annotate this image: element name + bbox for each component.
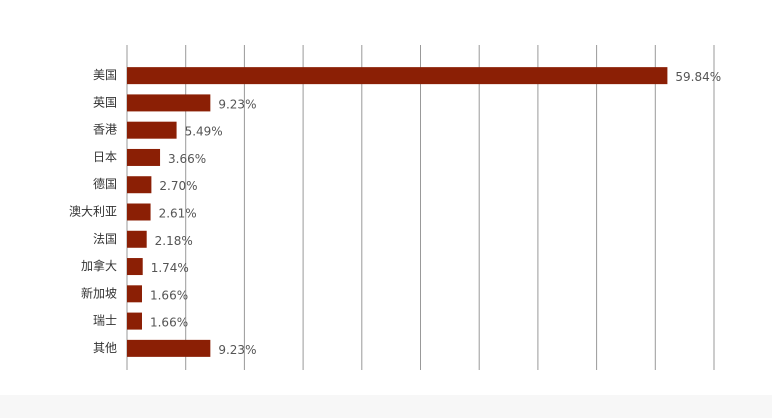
value-label: 1.66% xyxy=(150,288,188,302)
value-label: 1.74% xyxy=(151,261,189,275)
bar xyxy=(127,258,143,276)
bar xyxy=(127,121,177,139)
value-label: 1.66% xyxy=(150,316,188,330)
value-label: 3.66% xyxy=(168,152,206,166)
value-label: 59.84% xyxy=(675,70,721,84)
bar xyxy=(127,148,161,166)
y-tick-label: 美国 xyxy=(93,68,117,82)
y-tick-label: 香港 xyxy=(93,123,117,137)
y-tick-label: 日本 xyxy=(93,150,117,164)
bar xyxy=(127,285,142,303)
bar xyxy=(127,312,142,330)
y-tick-label: 加拿大 xyxy=(81,258,117,273)
value-label: 2.70% xyxy=(159,179,197,193)
bar xyxy=(127,339,211,357)
y-tick-label: 德国 xyxy=(93,176,117,191)
y-tick-label: 澳大利亚 xyxy=(69,205,117,219)
value-label: 5.49% xyxy=(185,125,223,139)
y-tick-label: 新加坡 xyxy=(81,285,117,300)
background xyxy=(0,0,772,395)
bar xyxy=(127,94,211,112)
bar xyxy=(127,230,147,248)
footer-band xyxy=(0,395,772,418)
y-tick-label: 法国 xyxy=(93,232,117,246)
y-tick-label: 其他 xyxy=(93,341,117,355)
bar xyxy=(127,176,152,194)
value-label: 2.18% xyxy=(155,234,193,248)
value-label: 9.23% xyxy=(218,97,256,111)
y-tick-label: 瑞士 xyxy=(93,314,117,328)
value-label: 2.61% xyxy=(159,207,197,221)
bar xyxy=(127,203,151,221)
value-label: 9.23% xyxy=(218,343,256,357)
y-tick-label: 英国 xyxy=(93,95,117,109)
bar xyxy=(127,67,668,85)
